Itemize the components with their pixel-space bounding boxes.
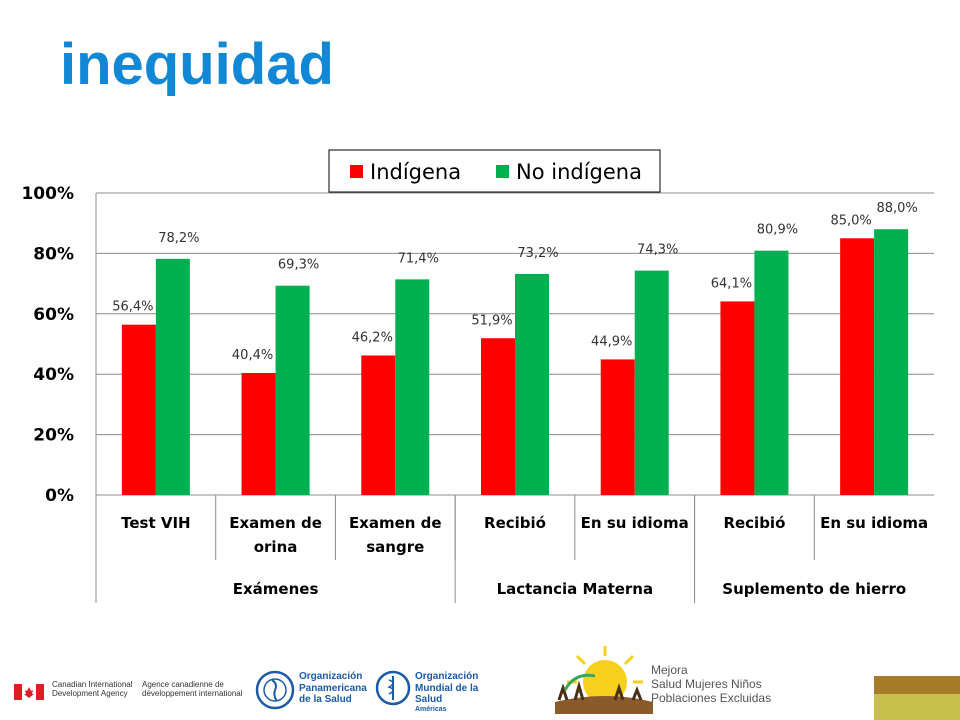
legend-swatch [350,165,363,178]
mejora-line3: Poblaciones Excluidas [651,690,772,705]
bar-no-indigena [395,279,430,495]
category-label: Examen de [349,514,442,532]
bar-indigena [600,359,635,495]
mejora-line2: Salud Mujeres Niños [651,676,762,691]
group-label: Lactancia Materna [497,580,654,598]
y-tick-label: 20% [33,426,74,446]
data-label: 74,3% [637,243,678,258]
bar-indigena [481,338,515,495]
bar-indigena [840,238,875,496]
cida-logo: Canadian International Development Agenc… [14,678,244,708]
cida-fr-line2: développement international [142,689,243,699]
legend-entry: No indígena [516,160,642,184]
slide-title: inequidad [60,32,334,97]
data-label: 56,4% [112,300,153,315]
data-label: 71,4% [398,251,439,266]
footer-logos: Canadian International Development Agenc… [0,640,960,720]
bar-no-indigena [754,250,789,495]
cida-fr-line1: Agence canadienne de [142,680,224,689]
canada-flag-icon [14,684,44,700]
data-label: 80,9% [757,223,798,238]
axes: 0% 20% 40% 60% 80% 100% Test VIH Examen de orina… [21,184,928,603]
legend: Indígena No indígena [328,149,661,193]
y-tick-label: 0% [45,486,74,506]
data-label: 85,0% [830,213,871,228]
bar-no-indigena [634,270,669,495]
ops-line1: Organización [299,671,363,682]
data-label: 73,2% [517,246,558,261]
oms-sub: Américas [415,705,447,713]
y-tick-label: 40% [33,365,74,385]
y-tick-label: 80% [33,244,74,264]
category-label: En su idioma [581,514,689,532]
y-tick-label: 60% [33,305,74,325]
data-label: 51,9% [471,313,512,328]
bar-chart: 0% 20% 40% 60% 80% 100% Test VIH Examen de orina… [21,149,934,603]
ops-globe-icon [255,670,295,710]
data-label: 46,2% [352,330,393,345]
ops-logo: Organización Panamericana de la Salud [255,668,370,712]
legend-box [328,149,661,193]
data-label: 44,9% [591,334,632,349]
category-label: Test VIH [121,514,190,532]
data-labels: 56,4% 40,4% 46,2% 51,9% 44,9% 64,1% 85,0% 78,2%… [112,201,918,363]
legend-swatch [496,165,509,178]
bar-indigena [121,324,156,495]
who-emblem-icon [375,670,411,706]
data-label: 78,2% [158,231,199,246]
data-label: 88,0% [876,201,917,216]
bar-no-indigena [275,285,310,495]
data-label: 69,3% [278,258,319,273]
category-label: En su idioma [820,514,928,532]
y-tick-label: 100% [21,184,74,204]
group-label: Exámenes [233,580,319,598]
data-label: 40,4% [232,348,273,363]
bar-no-indigena [155,258,190,495]
oms-line2: Mundial de la Salud [415,682,479,706]
data-label: 64,1% [711,276,752,291]
category-label: Recibió [723,514,785,532]
category-label: orina [254,538,298,556]
bar-no-indigena [515,273,549,495]
bar-indigena [720,301,755,495]
cida-en-line1: Canadian International [52,680,133,689]
group-label: Suplemento de hierro [722,580,906,598]
bar-no-indigena [874,229,909,496]
bar-indigena [361,355,396,495]
legend-entry: Indígena [370,160,461,184]
mejora-line1: Mejora [651,663,688,677]
category-label: Recibió [484,514,546,532]
mejora-logo: Mejora Salud Mujeres Niños Poblaciones E… [545,642,805,720]
bar-indigena [241,372,276,495]
corner-graphic [874,676,960,720]
oms-line1: Organización [415,671,479,682]
ops-line2: Panamericana [299,682,367,694]
oms-logo: Organización Mundial de la Salud América… [375,668,505,714]
ops-line3: de la Salud [299,694,352,705]
category-label: sangre [366,538,424,556]
sun-people-icon [555,646,653,714]
cida-en-line2: Development Agency [52,689,128,699]
bars [121,229,909,496]
category-label: Examen de [229,514,322,532]
